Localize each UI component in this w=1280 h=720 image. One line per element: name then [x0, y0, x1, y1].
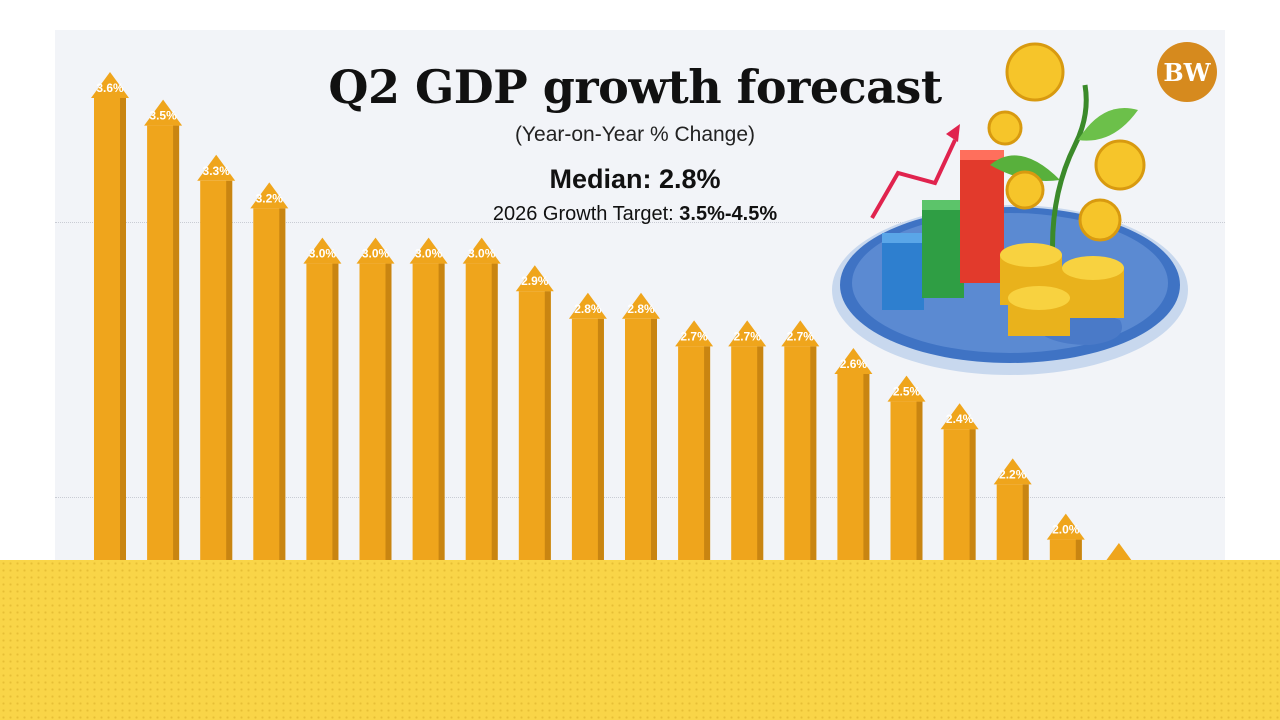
bar-arrow: 2.5% [887, 375, 926, 572]
arrow-shade [969, 429, 976, 572]
arrow-head [940, 403, 979, 430]
arrow-head [356, 237, 395, 264]
arrow-shade [916, 401, 923, 572]
bar-value-label: 3.0% [362, 247, 390, 261]
bar-arrow: 3.0% [356, 237, 395, 572]
arrow-head [303, 237, 342, 264]
arrow-shade [491, 263, 498, 572]
arrow-head [622, 292, 660, 319]
arrow-head [409, 237, 448, 264]
bar-arrow: 3.5% [144, 99, 183, 572]
growth-target-line: 2026 Growth Target: 3.5%-4.5% [420, 203, 850, 226]
arrow-shade [279, 208, 286, 572]
arrow-shade [438, 263, 445, 572]
median-line: Median: 2.8% [470, 164, 800, 195]
bar-arrow: 3.0% [303, 237, 342, 572]
bar-value-label: 2.8% [574, 302, 602, 316]
arrow-shade [863, 374, 870, 572]
bar-arrow: 3.6% [91, 72, 129, 572]
money-plant-icon [987, 42, 1146, 286]
bar-value-label: 2.7% [787, 329, 815, 343]
bar-value-label: 2.2% [999, 467, 1027, 481]
arrow-head [462, 237, 501, 264]
bar-value-label: 2.9% [521, 274, 549, 288]
bw-logo: BW [1157, 42, 1217, 102]
bar-value-label: 3.0% [309, 247, 337, 261]
bar-value-label: 3.0% [468, 247, 496, 261]
arrow-head [834, 348, 873, 374]
arrow-shade [173, 125, 180, 572]
bar-arrow: 2.8% [622, 292, 660, 572]
arrow-head [887, 375, 926, 402]
bar-arrow: 3.3% [197, 154, 236, 573]
arrow-head [993, 458, 1032, 485]
trend-arrow-icon [870, 124, 960, 220]
bar-value-label: 2.4% [946, 412, 974, 426]
bar-arrow: 2.7% [675, 320, 714, 572]
bar-arrow: 2.4% [940, 403, 979, 572]
arrow-head [675, 320, 714, 347]
arrow-head [781, 320, 820, 347]
arrow-head [1046, 513, 1085, 540]
bar-value-label: 2.7% [680, 329, 708, 343]
bar-arrow: 2.7% [781, 320, 820, 572]
bar-arrow: 2.6% [834, 348, 873, 572]
median-label: Median: [549, 164, 652, 194]
bar-value-label: 3.2% [256, 191, 284, 205]
arrow-head [197, 154, 236, 181]
arrow-shade [757, 346, 764, 572]
arrow-head [91, 72, 129, 98]
arrow-shade [120, 98, 126, 572]
arrow-head [515, 265, 554, 292]
decorative-band [0, 560, 1280, 720]
arrow-shade [1075, 539, 1082, 572]
coin-stack-icon [1000, 243, 1124, 336]
bar-value-label: 2.8% [627, 302, 655, 316]
arrow-head [144, 99, 183, 126]
chart-title: Q2 GDP growth forecast [328, 60, 942, 114]
arrow-shade [704, 346, 711, 572]
bar-arrow: 2.9% [515, 265, 554, 572]
bar-arrow: 3.0% [462, 237, 501, 572]
arrow-shade [226, 180, 233, 573]
bar-value-label: 3.3% [203, 164, 231, 178]
arrow-shade [544, 291, 551, 572]
bar-value-label: 2.7% [734, 329, 762, 343]
arrow-shade [1022, 484, 1029, 572]
arrow-shade [597, 318, 604, 572]
arrow-shade [385, 263, 392, 572]
bar-arrow: 3.2% [250, 182, 289, 572]
bar-value-label: 2.0% [1052, 523, 1080, 537]
growth-target-label: 2026 Growth Target: [492, 203, 674, 225]
median-value: 2.8% [658, 164, 721, 194]
bar-arrow: 3.0% [409, 237, 448, 572]
arrow-head [250, 182, 289, 209]
arrow-shade [651, 318, 657, 572]
growth-illustration [832, 42, 1188, 375]
chart-subtitle: (Year-on-Year % Change) [514, 123, 756, 146]
arrow-shade [810, 346, 817, 572]
growth-target-value: 3.5%-4.5% [679, 203, 778, 225]
bar-arrow: 2.8% [568, 292, 607, 572]
bar-arrow: 2.2% [993, 458, 1032, 572]
bar-value-label: 2.6% [840, 357, 868, 371]
arrow-head [568, 292, 607, 319]
bar-value-label: 3.6% [96, 81, 124, 95]
bar-value-label: 2.5% [893, 385, 921, 399]
bar-arrow: 2.7% [728, 320, 767, 572]
bar-value-label: 3.0% [415, 247, 443, 261]
bar-value-label: 3.5% [149, 109, 177, 123]
gridline [55, 222, 1225, 223]
arrow-head [728, 320, 767, 347]
bar-chart-icon [882, 150, 1004, 310]
arrow-shade [332, 263, 339, 572]
